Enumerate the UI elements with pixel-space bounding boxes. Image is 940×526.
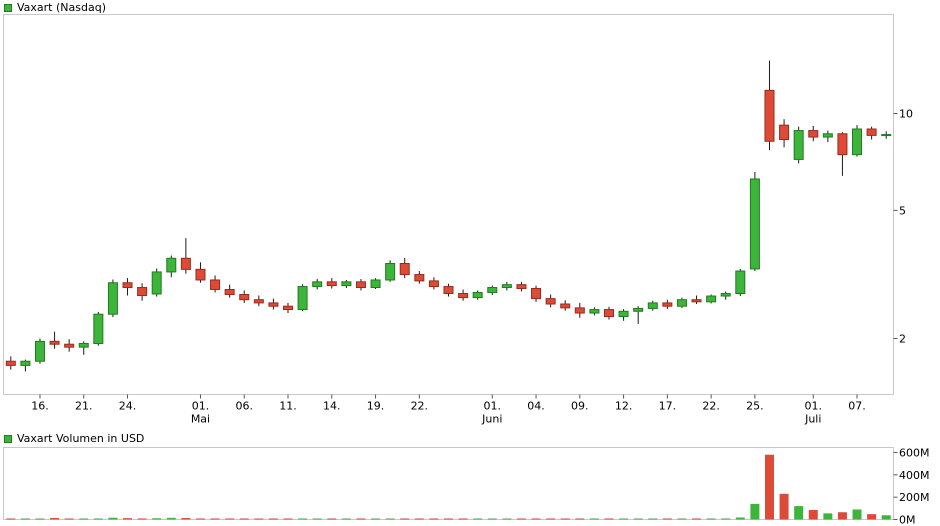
svg-text:07.: 07. <box>848 400 866 413</box>
svg-text:19.: 19. <box>367 400 385 413</box>
svg-text:Juni: Juni <box>481 413 502 426</box>
svg-text:24.: 24. <box>119 400 137 413</box>
svg-text:21.: 21. <box>75 400 93 413</box>
svg-text:01.: 01. <box>192 400 210 413</box>
svg-text:10: 10 <box>899 107 913 120</box>
price-chart-legend-label: Vaxart (Nasdaq) <box>17 1 106 14</box>
svg-text:12.: 12. <box>615 400 633 413</box>
svg-text:01.: 01. <box>484 400 502 413</box>
price-chart: 2 5 10 16. 21. 24. 01. 06. 11. 14. 19. 22. 01. 04. 09.… <box>3 14 913 426</box>
svg-text:400M: 400M <box>899 469 930 482</box>
svg-text:22.: 22. <box>411 400 429 413</box>
svg-text:200M: 200M <box>899 491 930 504</box>
svg-text:2: 2 <box>899 333 906 346</box>
price-chart-legend: Vaxart (Nasdaq) <box>4 2 106 14</box>
svg-text:16.: 16. <box>31 400 49 413</box>
svg-text:01.: 01. <box>805 400 823 413</box>
volume-legend-swatch-icon <box>4 435 12 443</box>
svg-text:04.: 04. <box>527 400 545 413</box>
svg-text:0M: 0M <box>899 514 916 526</box>
svg-text:600M: 600M <box>899 447 930 460</box>
svg-text:25.: 25. <box>746 400 764 413</box>
svg-text:Juli: Juli <box>804 413 821 426</box>
svg-text:Mai: Mai <box>191 413 210 426</box>
svg-text:17.: 17. <box>659 400 677 413</box>
svg-text:5: 5 <box>899 204 906 217</box>
svg-text:06.: 06. <box>235 400 253 413</box>
volume-chart-legend: Vaxart Volumen in USD <box>4 433 144 445</box>
svg-text:22.: 22. <box>702 400 720 413</box>
volume-chart-legend-label: Vaxart Volumen in USD <box>17 432 145 445</box>
svg-text:09.: 09. <box>571 400 589 413</box>
price-legend-swatch-icon <box>4 4 12 12</box>
svg-text:14.: 14. <box>323 400 341 413</box>
svg-text:11.: 11. <box>279 400 297 413</box>
volume-chart: 600M 400M 200M 0M <box>3 447 930 526</box>
